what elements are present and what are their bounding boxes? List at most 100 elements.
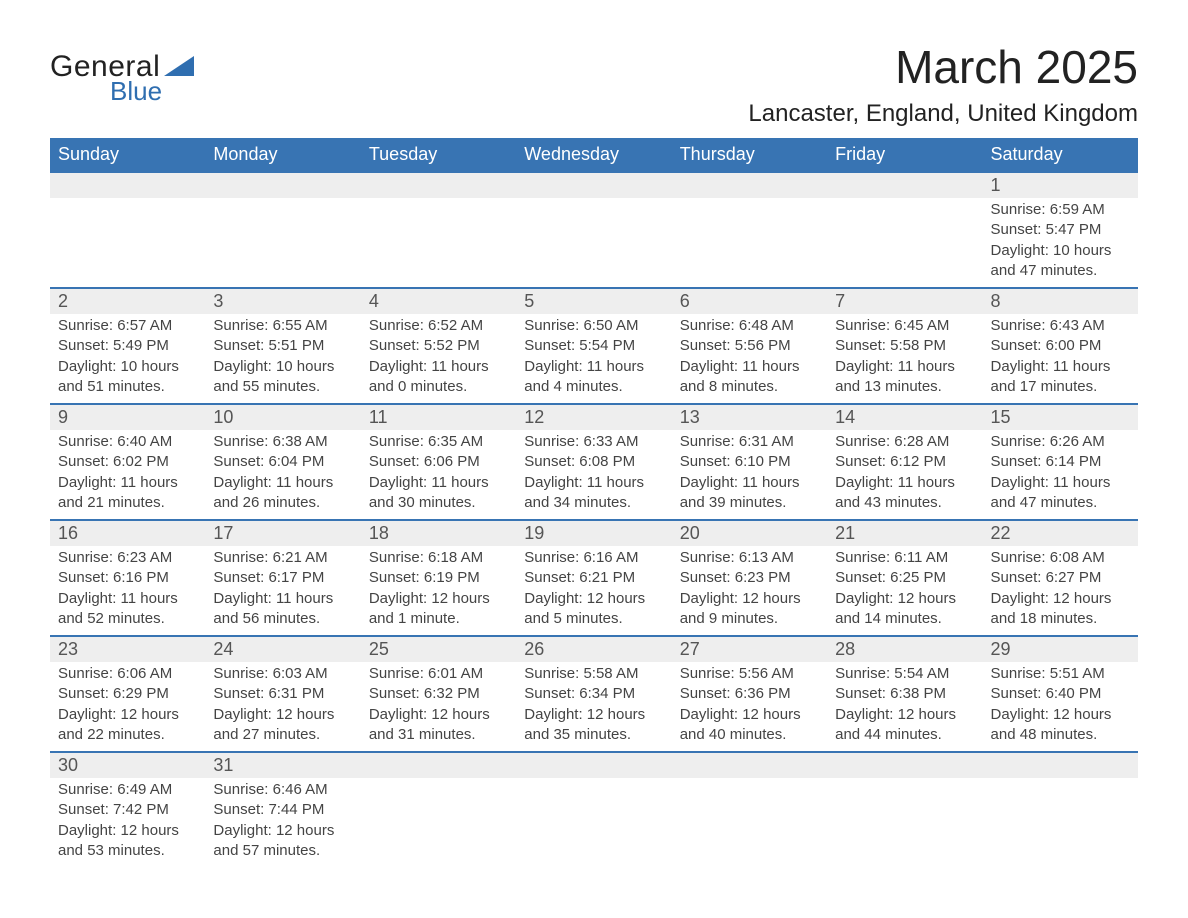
day-content-cell: Sunrise: 6:28 AMSunset: 6:12 PMDaylight:… [827,430,982,520]
weekday-header: Friday [827,138,982,172]
day-content: Sunrise: 6:49 AMSunset: 7:42 PMDaylight:… [50,778,205,867]
day-number: 9 [50,405,205,430]
day-number-cell: 9 [50,404,205,430]
empty-day-number [827,172,982,198]
empty-day-number [516,172,671,198]
day-content-cell: Sunrise: 6:57 AMSunset: 5:49 PMDaylight:… [50,314,205,404]
day-number-cell: 22 [983,520,1138,546]
day-number-cell: 1 [983,172,1138,198]
day-number-row: 2345678 [50,288,1138,314]
day-number: 17 [205,521,360,546]
empty-day-content [983,778,1138,867]
day-content: Sunrise: 5:51 AMSunset: 6:40 PMDaylight:… [983,662,1138,751]
day-number: 29 [983,637,1138,662]
day-content: Sunrise: 6:06 AMSunset: 6:29 PMDaylight:… [50,662,205,751]
day-number-cell: 25 [361,636,516,662]
day-content-cell: Sunrise: 6:23 AMSunset: 6:16 PMDaylight:… [50,546,205,636]
day-content-cell: Sunrise: 5:58 AMSunset: 6:34 PMDaylight:… [516,662,671,752]
day-content: Sunrise: 6:16 AMSunset: 6:21 PMDaylight:… [516,546,671,635]
day-number-cell: 4 [361,288,516,314]
day-number: 13 [672,405,827,430]
day-content: Sunrise: 6:38 AMSunset: 6:04 PMDaylight:… [205,430,360,519]
day-number: 26 [516,637,671,662]
day-content-cell: Sunrise: 6:50 AMSunset: 5:54 PMDaylight:… [516,314,671,404]
day-number-cell: 11 [361,404,516,430]
day-number: 22 [983,521,1138,546]
day-number-cell: 2 [50,288,205,314]
empty-day-content [827,198,982,288]
empty-day-number [205,172,360,198]
empty-day-content [50,198,205,288]
day-content-cell: Sunrise: 6:59 AMSunset: 5:47 PMDaylight:… [983,198,1138,288]
day-number: 27 [672,637,827,662]
brand-triangle-icon [164,56,194,76]
day-content-cell: Sunrise: 6:46 AMSunset: 7:44 PMDaylight:… [205,778,360,867]
day-number-cell: 16 [50,520,205,546]
day-content: Sunrise: 6:52 AMSunset: 5:52 PMDaylight:… [361,314,516,403]
day-number-cell: 10 [205,404,360,430]
day-number: 21 [827,521,982,546]
day-number: 3 [205,289,360,314]
day-content: Sunrise: 6:35 AMSunset: 6:06 PMDaylight:… [361,430,516,519]
day-content-cell: Sunrise: 5:54 AMSunset: 6:38 PMDaylight:… [827,662,982,752]
day-number-row: 1 [50,172,1138,198]
day-number-row: 9101112131415 [50,404,1138,430]
day-number: 20 [672,521,827,546]
day-content-cell: Sunrise: 6:03 AMSunset: 6:31 PMDaylight:… [205,662,360,752]
empty-day-number [361,752,516,778]
empty-day-content [672,198,827,288]
day-content-cell: Sunrise: 6:48 AMSunset: 5:56 PMDaylight:… [672,314,827,404]
day-content-cell: Sunrise: 6:11 AMSunset: 6:25 PMDaylight:… [827,546,982,636]
day-number-cell: 7 [827,288,982,314]
empty-day-content [672,778,827,867]
month-title: March 2025 [748,40,1138,94]
day-content: Sunrise: 6:26 AMSunset: 6:14 PMDaylight:… [983,430,1138,519]
day-number: 18 [361,521,516,546]
day-number-cell: 3 [205,288,360,314]
header: General Blue March 2025 Lancaster, Engla… [50,40,1138,128]
day-number: 8 [983,289,1138,314]
empty-day-number [50,172,205,198]
empty-day-content [516,198,671,288]
day-content-cell: Sunrise: 6:40 AMSunset: 6:02 PMDaylight:… [50,430,205,520]
day-content-cell: Sunrise: 6:21 AMSunset: 6:17 PMDaylight:… [205,546,360,636]
day-number: 1 [983,173,1138,198]
day-number: 11 [361,405,516,430]
day-content-cell: Sunrise: 6:06 AMSunset: 6:29 PMDaylight:… [50,662,205,752]
day-content: Sunrise: 6:08 AMSunset: 6:27 PMDaylight:… [983,546,1138,635]
day-content: Sunrise: 6:46 AMSunset: 7:44 PMDaylight:… [205,778,360,867]
day-number-cell: 18 [361,520,516,546]
calendar-table: SundayMondayTuesdayWednesdayThursdayFrid… [50,138,1138,867]
weekday-header: Tuesday [361,138,516,172]
day-content-cell: Sunrise: 6:35 AMSunset: 6:06 PMDaylight:… [361,430,516,520]
day-number-cell: 21 [827,520,982,546]
day-number: 10 [205,405,360,430]
empty-day-number [827,752,982,778]
day-number: 12 [516,405,671,430]
weekday-header: Saturday [983,138,1138,172]
day-number-cell: 30 [50,752,205,778]
day-content-cell: Sunrise: 6:52 AMSunset: 5:52 PMDaylight:… [361,314,516,404]
day-content: Sunrise: 6:50 AMSunset: 5:54 PMDaylight:… [516,314,671,403]
day-content: Sunrise: 6:31 AMSunset: 6:10 PMDaylight:… [672,430,827,519]
day-content: Sunrise: 6:55 AMSunset: 5:51 PMDaylight:… [205,314,360,403]
day-number: 25 [361,637,516,662]
empty-day-content [516,778,671,867]
day-number-cell: 8 [983,288,1138,314]
day-number-cell: 26 [516,636,671,662]
day-number-cell: 15 [983,404,1138,430]
empty-day-number [361,172,516,198]
day-number-cell: 19 [516,520,671,546]
day-number: 19 [516,521,671,546]
day-content: Sunrise: 6:48 AMSunset: 5:56 PMDaylight:… [672,314,827,403]
weekday-header-row: SundayMondayTuesdayWednesdayThursdayFrid… [50,138,1138,172]
empty-day-number [516,752,671,778]
brand-logo: General Blue [50,50,194,107]
weekday-header: Sunday [50,138,205,172]
day-number-row: 3031 [50,752,1138,778]
location-subtitle: Lancaster, England, United Kingdom [748,100,1138,128]
day-content-cell: Sunrise: 6:38 AMSunset: 6:04 PMDaylight:… [205,430,360,520]
empty-day-content [827,778,982,867]
day-number-cell: 14 [827,404,982,430]
day-number-cell: 13 [672,404,827,430]
